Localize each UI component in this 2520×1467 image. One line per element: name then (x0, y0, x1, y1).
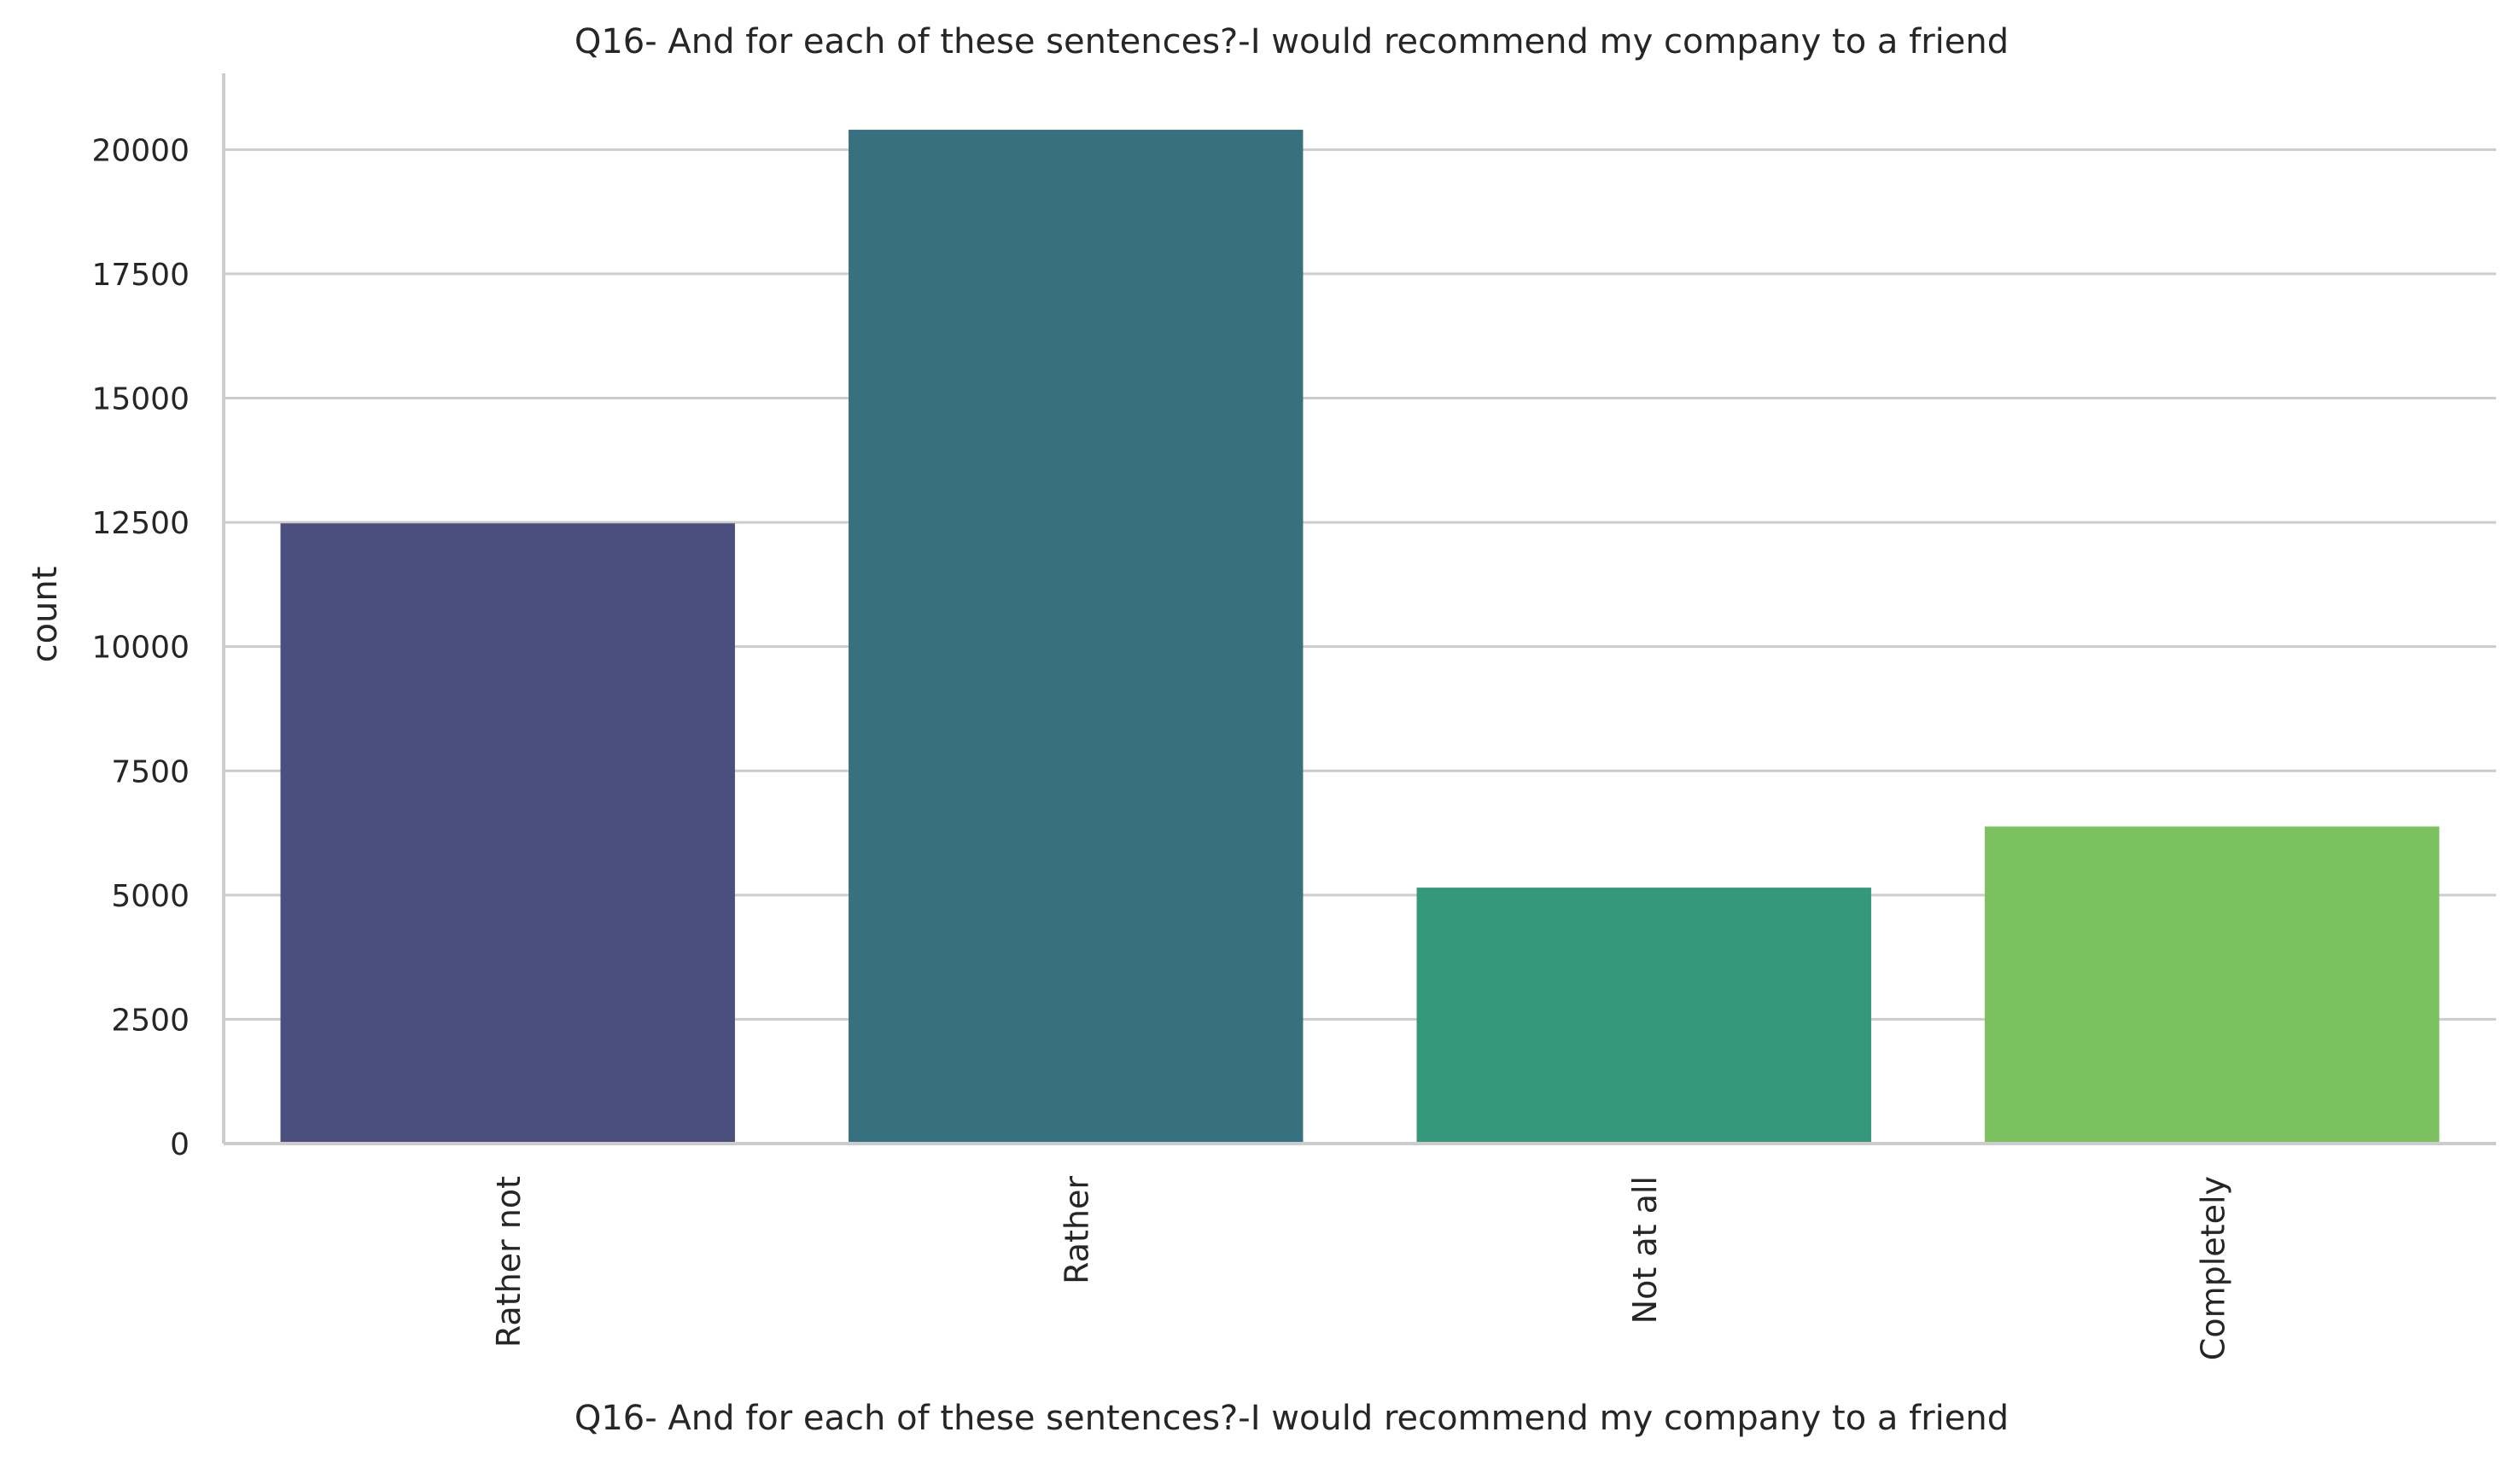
x-tick-label: Completely (2194, 1176, 2231, 1360)
x-axis-label: Q16- And for each of these sentences?-I … (575, 1399, 2009, 1438)
bar-completely (1985, 826, 2440, 1144)
y-tick-label: 0 (170, 1127, 190, 1162)
x-tick-labels: Rather not Rather Not at all Completely (490, 1176, 2232, 1361)
y-tick-label: 10000 (91, 631, 190, 666)
bar-not-at-all (1416, 888, 1871, 1144)
y-tick-label: 12500 (91, 506, 190, 541)
y-tick-label: 17500 (91, 258, 190, 293)
y-tick-label: 20000 (91, 133, 190, 168)
bars (280, 130, 2440, 1144)
y-tick-label: 15000 (91, 382, 190, 417)
y-tick-labels: 0 2500 5000 7500 10000 12500 15000 17500 20000 (91, 133, 190, 1162)
x-tick-label: Rather (1058, 1176, 1095, 1284)
x-tick-label: Not at all (1626, 1176, 1664, 1324)
chart-title: Q16- And for each of these sentences?-I … (575, 22, 2009, 61)
y-tick-label: 7500 (111, 754, 190, 789)
bar-rather (849, 130, 1304, 1144)
bar-rather-not (280, 523, 735, 1144)
x-tick-label: Rather not (490, 1176, 528, 1348)
axes (222, 73, 2496, 1145)
y-tick-label: 2500 (111, 1003, 190, 1038)
y-tick-label: 5000 (111, 879, 190, 914)
y-axis-label: count (26, 567, 65, 663)
